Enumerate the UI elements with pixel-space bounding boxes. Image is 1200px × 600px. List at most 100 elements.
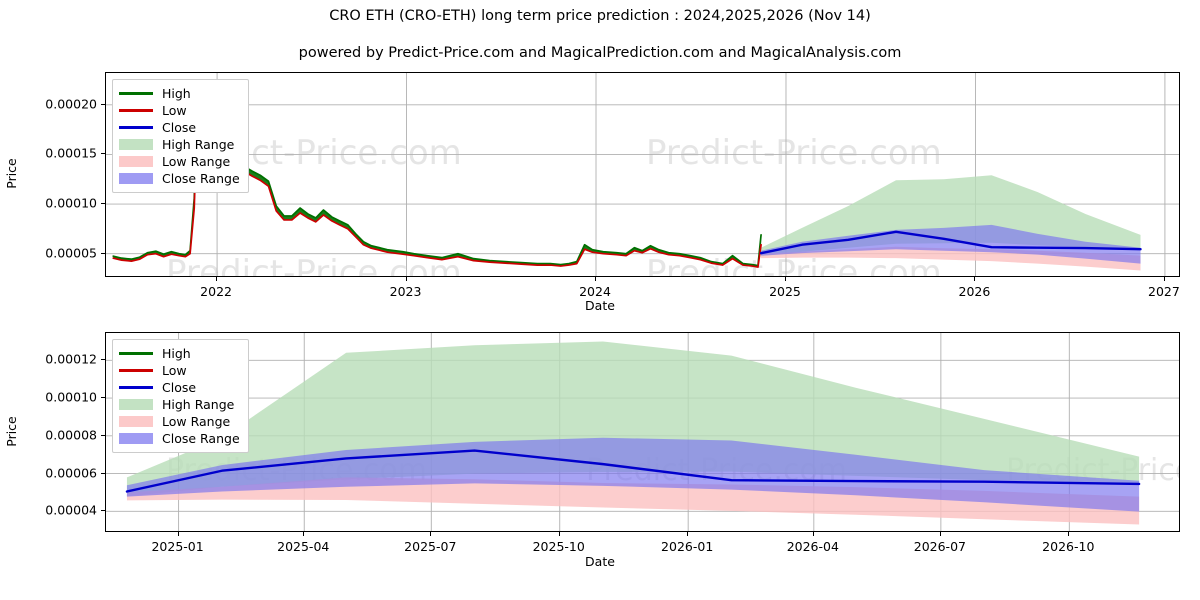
y-tickmark (101, 472, 105, 474)
overview-legend-item-close-range: Close Range (119, 170, 240, 187)
forecast-x-axis-label: Date (585, 554, 615, 569)
overview-legend-item-close: Close (119, 119, 240, 136)
overview-legend-item-high: High (119, 85, 240, 102)
legend-label: Low Range (162, 414, 231, 429)
overview-y-tick-label: 0.00020 (45, 96, 97, 112)
legend-label: Low (162, 103, 187, 118)
forecast-x-tick-label: 2025-04 (277, 539, 330, 554)
forecast-y-tick-label: 0.00010 (45, 389, 97, 405)
overview-y-tick-label: 0.00015 (45, 145, 97, 161)
overview-legend-swatch-high-icon (119, 92, 153, 95)
forecast-legend-swatch-close-icon (119, 386, 153, 389)
x-tickmark (974, 277, 976, 281)
overview-legend-item-low-range: Low Range (119, 153, 240, 170)
y-tickmark (101, 252, 105, 254)
overview-y-tick-label: 0.00010 (45, 195, 97, 211)
legend-label: Low Range (162, 154, 231, 169)
forecast-x-tick-label: 2026-10 (1042, 539, 1095, 554)
forecast-chart-panel: Predict-Price.comPredict-Price.comPredic… (0, 326, 1200, 600)
forecast-legend-item-high: High (119, 345, 240, 362)
overview-legend-swatch-high-range-icon (119, 139, 153, 150)
legend-label: Close (162, 120, 197, 135)
forecast-legend-swatch-close-range-icon (119, 433, 153, 444)
forecast-x-tick-label: 2026-07 (913, 539, 966, 554)
forecast-legend-swatch-high-icon (119, 352, 153, 355)
overview-legend-swatch-low-icon (119, 109, 153, 112)
y-tickmark (101, 153, 105, 155)
overview-legend-swatch-close-icon (119, 126, 153, 129)
forecast-y-tick-label: 0.00006 (45, 465, 97, 481)
forecast-legend-swatch-high-range-icon (119, 399, 153, 410)
x-tickmark (216, 277, 218, 281)
x-tickmark (1068, 532, 1070, 536)
overview-x-tick-label: 2027 (1148, 284, 1180, 299)
overview-legend: High Low Close High Range Low Range Close Ran… (112, 79, 249, 193)
x-tickmark (784, 277, 786, 281)
x-tickmark (177, 532, 179, 536)
x-tickmark (430, 532, 432, 536)
x-tickmark (405, 277, 407, 281)
forecast-legend-item-low-range: Low Range (119, 413, 240, 430)
forecast-series-close (125, 449, 1141, 493)
forecast-y-axis-label: Price (3, 416, 19, 447)
overview-band-close-range (761, 224, 1141, 264)
x-tickmark (939, 532, 941, 536)
x-tickmark (687, 532, 689, 536)
x-tickmark (558, 532, 560, 536)
legend-label: High Range (162, 137, 235, 152)
y-tickmark (101, 397, 105, 399)
overview-x-tick-label: 2022 (200, 284, 232, 299)
x-tickmark (1163, 277, 1165, 281)
legend-label: Low (162, 363, 187, 378)
overview-y-tick-label: 0.00005 (45, 245, 97, 261)
legend-label: Close Range (162, 171, 240, 186)
overview-x-axis-label: Date (585, 298, 615, 313)
forecast-legend: High Low Close High Range Low Range Close Ran… (112, 339, 249, 453)
overview-x-tick-label: 2023 (389, 284, 422, 299)
y-tickmark (101, 510, 105, 512)
x-tickmark (812, 532, 814, 536)
forecast-legend-item-low: Low (119, 362, 240, 379)
overview-legend-item-low: Low (119, 102, 240, 119)
y-tickmark (101, 103, 105, 105)
y-tickmark (101, 434, 105, 436)
forecast-legend-item-close-range: Close Range (119, 430, 240, 447)
overview-x-tick-label: 2026 (958, 284, 991, 299)
forecast-legend-item-close: Close (119, 379, 240, 396)
page-title: CRO ETH (CRO-ETH) long term price predic… (329, 8, 871, 24)
overview-legend-item-high-range: High Range (119, 136, 240, 153)
forecast-y-tick-label: 0.00008 (45, 427, 97, 443)
forecast-x-tick-label: 2025-07 (404, 539, 457, 554)
legend-label: High (162, 86, 191, 101)
forecast-y-tick-label: 0.00004 (45, 502, 97, 518)
forecast-legend-swatch-low-icon (119, 369, 153, 372)
legend-label: Close Range (162, 431, 240, 446)
overview-y-axis-label: Price (3, 158, 19, 189)
forecast-plot-svg (106, 333, 1179, 531)
forecast-x-tick-label: 2026-01 (661, 539, 714, 554)
overview-chart-panel: Predict-Price.com Predict-Price.com Predic… (0, 66, 1200, 316)
forecast-x-tick-label: 2026-04 (786, 539, 839, 554)
overview-legend-swatch-low-range-icon (119, 156, 153, 167)
legend-label: High Range (162, 397, 235, 412)
x-tickmark (595, 277, 596, 281)
forecast-plot-area: Predict-Price.comPredict-Price.comPredic… (105, 332, 1180, 532)
forecast-x-tick-label: 2025-01 (151, 539, 204, 554)
forecast-legend-item-high-range: High Range (119, 396, 240, 413)
forecast-x-tick-label: 2025-10 (532, 539, 585, 554)
chart-subtitle: powered by Predict-Price.com and Magical… (298, 45, 902, 61)
overview-plot-area: Predict-Price.com Predict-Price.com Predic… (105, 72, 1180, 277)
y-tickmark (101, 359, 105, 361)
forecast-y-tick-label: 0.00012 (45, 351, 97, 367)
overview-series-close (759, 230, 1142, 255)
forecast-legend-swatch-low-range-icon (119, 416, 153, 427)
overview-x-tick-label: 2024 (579, 284, 611, 299)
x-tickmark (303, 532, 305, 536)
legend-label: Close (162, 380, 197, 395)
overview-plot-svg (106, 73, 1179, 276)
overview-legend-swatch-close-range-icon (119, 173, 153, 184)
y-tickmark (101, 203, 105, 205)
legend-label: High (162, 346, 191, 361)
overview-x-tick-label: 2025 (769, 284, 801, 299)
